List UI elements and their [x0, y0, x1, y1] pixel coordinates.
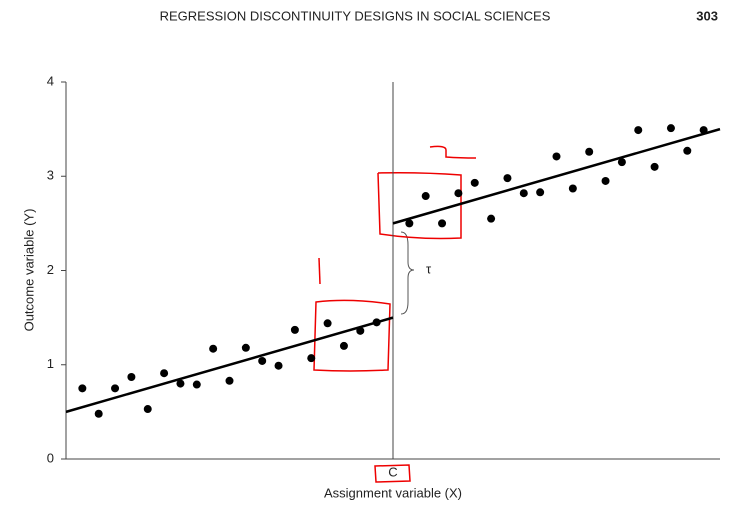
- page-number: 303: [696, 8, 718, 23]
- data-point: [503, 174, 512, 183]
- handwritten-marks: [313, 145, 477, 483]
- data-point: [552, 152, 561, 161]
- data-point: [634, 126, 643, 135]
- y-tick-label: 4: [47, 73, 54, 88]
- tau-label: τ: [426, 261, 432, 276]
- data-point: [585, 147, 594, 156]
- data-point: [536, 188, 545, 197]
- data-point: [176, 379, 185, 388]
- data-point: [127, 373, 136, 382]
- data-point: [454, 189, 463, 198]
- data-point: [650, 162, 659, 171]
- data-point: [470, 178, 479, 187]
- data-point: [111, 384, 120, 393]
- data-point: [339, 341, 348, 350]
- data-point: [601, 176, 610, 185]
- data-point: [438, 219, 447, 228]
- y-tick-label: 1: [47, 356, 54, 371]
- tau-brace: [400, 231, 415, 315]
- regression-line: [65, 316, 394, 414]
- data-point: [241, 343, 250, 352]
- data-point: [372, 318, 381, 327]
- data-point: [290, 325, 299, 334]
- y-tick-label: 3: [47, 168, 54, 183]
- data-point: [274, 361, 283, 370]
- regression-line: [392, 127, 721, 225]
- data-point: [405, 219, 414, 228]
- y-axis-title: Outcome variable (Y): [21, 209, 36, 332]
- data-point: [143, 405, 152, 414]
- running-header: REGRESSION DISCONTINUITY DESIGNS IN SOCI…: [160, 8, 551, 23]
- data-point: [209, 344, 218, 353]
- data-point: [519, 189, 528, 198]
- data-point: [94, 409, 103, 418]
- y-tick-label: 0: [47, 450, 54, 465]
- x-tick-label: C: [388, 464, 397, 479]
- data-point: [666, 124, 675, 133]
- y-tick-label: 2: [47, 262, 54, 277]
- data-point: [160, 369, 169, 378]
- x-axis-title: Assignment variable (X): [324, 485, 462, 500]
- data-point: [699, 126, 708, 135]
- data-point: [617, 158, 626, 167]
- data-point: [323, 319, 332, 328]
- data-point: [192, 380, 201, 389]
- data-point: [307, 354, 316, 363]
- data-point: [683, 146, 692, 155]
- data-point: [568, 184, 577, 193]
- data-point: [258, 356, 267, 365]
- data-point: [356, 326, 365, 335]
- data-point: [225, 376, 234, 385]
- data-point: [487, 214, 496, 223]
- data-point: [421, 192, 430, 201]
- data-point: [78, 384, 87, 393]
